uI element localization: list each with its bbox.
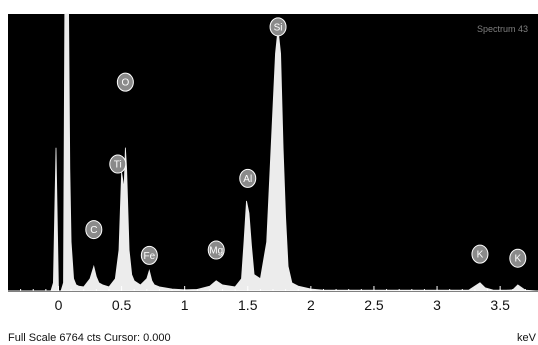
peak-label-text: K — [514, 254, 521, 265]
peak-label-text: K — [477, 250, 484, 261]
peak-label-badge — [269, 17, 287, 37]
peak-label-badge — [207, 240, 225, 260]
x-tick-label: 0.5 — [112, 297, 132, 313]
x-tick-label: 2 — [307, 297, 315, 313]
peak-label-c: C — [85, 220, 103, 240]
peak-label-badge — [116, 72, 134, 92]
peak-label-k: K — [509, 248, 527, 268]
peak-label-ti: Ti — [109, 154, 127, 174]
peak-label-o: O — [116, 72, 134, 92]
peak-label-text: Fe — [143, 251, 155, 262]
peak-label-k: K — [471, 244, 489, 264]
peak-label-text: C — [90, 225, 97, 236]
peak-label-text: Al — [243, 174, 252, 185]
peak-label-text: Mg — [209, 246, 223, 257]
peak-label-badge — [109, 154, 127, 174]
peak-label-al: Al — [239, 168, 257, 188]
x-axis-unit: keV — [517, 332, 537, 344]
x-tick-label: 3 — [433, 297, 441, 313]
peak-label-badge — [140, 245, 158, 265]
full-scale-readout: Full Scale 6764 cts Cursor: 0.000 — [8, 332, 171, 344]
x-tick-layer: 0 0.5 1 1.5 2 2.5 3 3.5 — [20, 286, 526, 313]
peak-label-text: Ti — [114, 160, 122, 171]
peak-label-si: Si — [269, 17, 287, 37]
peak-label-badge — [85, 220, 103, 240]
peak-label-layer: C O Ti Fe Mg Al Si K K — [85, 17, 527, 268]
peak-label-badge — [509, 248, 527, 268]
x-tick-label: 0 — [55, 297, 63, 313]
peak-label-text: Si — [274, 22, 283, 33]
x-tick-label: 2.5 — [364, 297, 384, 313]
peak-label-text: O — [121, 78, 129, 89]
peak-label-badge — [239, 168, 257, 188]
x-tick-label: 1.5 — [238, 297, 258, 313]
peak-label-mg: Mg — [207, 240, 225, 260]
peak-label-fe: Fe — [140, 245, 158, 265]
peak-label-badge — [471, 244, 489, 264]
x-tick-label: 1 — [181, 297, 189, 313]
x-tick-label: 3.5 — [490, 297, 510, 313]
spectrum-title: Spectrum 43 — [477, 24, 528, 34]
